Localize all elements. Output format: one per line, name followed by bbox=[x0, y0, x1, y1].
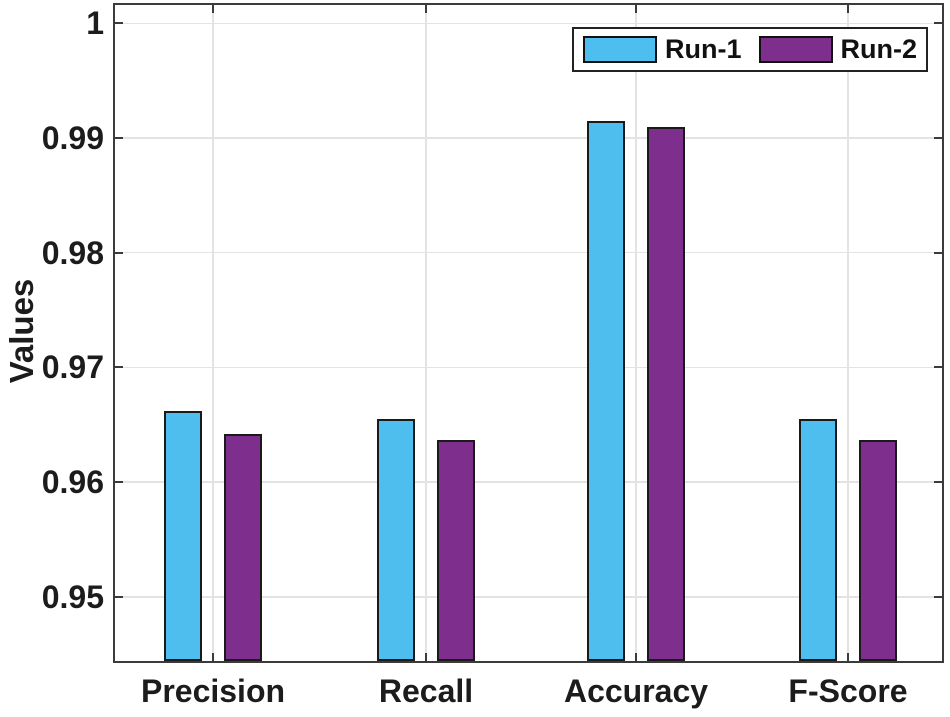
bar-run-2-f-score bbox=[859, 439, 897, 661]
x-tick-label-accuracy: Accuracy bbox=[563, 673, 709, 709]
legend-swatch-run-2-icon bbox=[758, 36, 833, 63]
x-tick-mark-bottom bbox=[635, 653, 637, 661]
y-tick-mark-right bbox=[934, 481, 942, 484]
y-gridline bbox=[115, 481, 942, 483]
bar-run-1-precision bbox=[164, 410, 202, 661]
bar-run-2-accuracy bbox=[647, 126, 685, 661]
y-tick-label: 1 bbox=[86, 5, 104, 42]
y-tick-mark-left bbox=[115, 137, 123, 140]
y-gridline bbox=[115, 22, 942, 25]
legend-label-run-1: Run-1 bbox=[665, 34, 742, 64]
y-tick-mark-right bbox=[934, 366, 942, 369]
y-tick-label: 0.97 bbox=[41, 349, 104, 386]
bar-run-2-precision bbox=[224, 433, 262, 661]
x-tick-label-precision: Precision bbox=[140, 673, 286, 709]
legend: Run-1 Run-2 bbox=[572, 27, 928, 72]
x-tick-label-recall: Recall bbox=[378, 673, 474, 709]
y-gridline bbox=[115, 366, 942, 369]
legend-label-run-2: Run-2 bbox=[840, 34, 918, 64]
x-tick-mark-top bbox=[425, 5, 427, 13]
y-tick-mark-left bbox=[115, 22, 123, 25]
bar-run-2-recall bbox=[437, 439, 475, 661]
y-tick-label: 0.95 bbox=[41, 578, 104, 615]
plot-area bbox=[113, 3, 944, 663]
legend-swatch-run-1-icon bbox=[583, 36, 657, 63]
y-tick-mark-right bbox=[934, 251, 942, 254]
y-tick-label: 0.96 bbox=[41, 464, 104, 501]
bar-run-1-f-score bbox=[799, 419, 837, 661]
legend-item-run-1: Run-1 bbox=[583, 36, 742, 63]
y-tick-mark-right bbox=[934, 137, 942, 140]
x-gridline bbox=[212, 5, 214, 661]
x-gridline bbox=[635, 5, 637, 661]
x-tick-label-f-score: F-Score bbox=[788, 673, 908, 709]
legend-item-run-2: Run-2 bbox=[758, 34, 918, 64]
x-tick-mark-top bbox=[212, 5, 214, 13]
x-tick-mark-top bbox=[847, 5, 849, 13]
y-gridline bbox=[115, 137, 942, 139]
y-tick-mark-right bbox=[934, 595, 942, 598]
y-tick-mark-left bbox=[115, 595, 123, 598]
y-tick-mark-left bbox=[115, 251, 123, 254]
x-tick-mark-bottom bbox=[425, 653, 427, 661]
y-tick-mark-right bbox=[934, 22, 942, 25]
x-tick-mark-bottom bbox=[212, 653, 214, 661]
bar-run-1-accuracy bbox=[587, 120, 625, 661]
y-tick-label: 0.99 bbox=[41, 120, 104, 157]
x-gridline bbox=[847, 5, 849, 661]
x-gridline bbox=[425, 5, 427, 661]
x-tick-mark-top bbox=[635, 5, 637, 13]
bar-run-1-recall bbox=[377, 419, 415, 661]
y-gridline bbox=[115, 251, 942, 254]
y-gridline bbox=[115, 596, 942, 598]
y-tick-label: 0.98 bbox=[41, 234, 104, 271]
x-tick-mark-bottom bbox=[847, 653, 849, 661]
y-tick-mark-left bbox=[115, 481, 123, 484]
y-tick-mark-left bbox=[115, 366, 123, 369]
